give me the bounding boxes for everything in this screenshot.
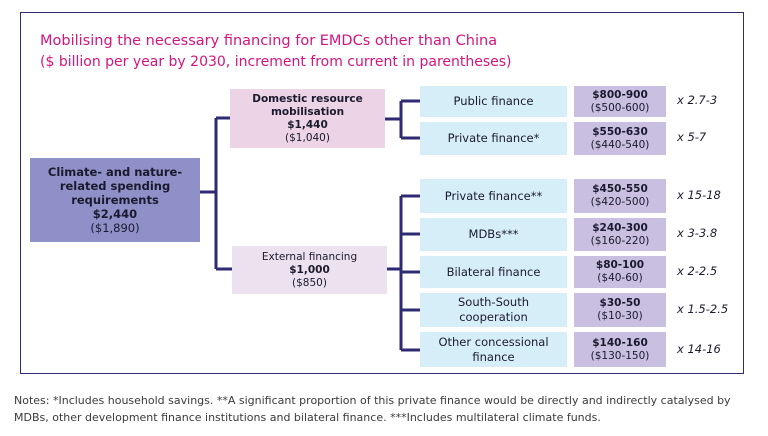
domestic-increment: ($1,040) [285,131,330,144]
domestic-value: $1,440 [287,118,328,131]
external-connector [387,194,420,352]
domestic-name: Domestic resource mobilisation [252,92,363,118]
external-node: External financing $1,000 ($850) [232,246,387,294]
multiplier: x 5-7 [677,130,707,144]
multiplier: x 2.7-3 [677,93,718,107]
value-increment: ($160-220) [590,234,650,247]
value-range: $550-630 [592,125,648,138]
figure-frame [20,12,744,374]
value-increment: ($440-540) [590,138,650,151]
leaf-mdbs: MDBs*** [420,218,567,251]
leaf-south-south-cooperation: South-South cooperation [420,293,567,327]
figure-notes: Notes: *Includes household savings. **A … [14,394,731,424]
figure-subtitle: ($ billion per year by 2030, increment f… [40,54,512,70]
figure-title: Mobilising the necessary financing for E… [40,33,498,49]
value-range: $140-160 [592,336,648,349]
value-increment: ($130-150) [590,349,650,362]
value-range: $800-900 [592,88,648,101]
root-connector [200,116,232,271]
value-south-south-cooperation: $30-50 ($10-30) [574,293,666,327]
multiplier: x 15-18 [677,188,721,202]
multiplier: x 1.5-2.5 [677,302,729,316]
leaf-bilateral-finance: Bilateral finance [420,256,567,288]
root-value: $2,440 [92,207,138,221]
value-range: $80-100 [595,259,645,271]
leaf-private-finance-domestic: Private finance* [420,122,567,155]
leaf-private-finance-external: Private finance** [420,179,567,213]
value-increment: ($40-60) [597,272,643,284]
value-increment: ($420-500) [590,196,650,208]
domestic-connector [385,99,420,140]
value-private-finance-external: $450-550 ($420-500) [574,179,666,213]
value-increment: ($500-600) [590,101,650,114]
root-name: Climate- and nature-related spending req… [47,165,183,207]
value-bilateral-finance: $80-100 ($40-60) [574,256,666,288]
value-public-finance: $800-900 ($500-600) [574,86,666,117]
root-increment: ($1,890) [90,221,140,235]
value-increment: ($10-30) [597,310,643,322]
multiplier: x 2-2.5 [677,264,718,278]
external-name: External financing [261,250,358,263]
leaf-public-finance: Public finance [420,86,567,117]
multiplier: x 3-3.8 [677,226,718,240]
value-mdbs: $240-300 ($160-220) [574,218,666,251]
external-increment: ($850) [292,276,327,289]
value-range: $240-300 [592,221,648,234]
value-other-concessional-finance: $140-160 ($130-150) [574,332,666,367]
external-value: $1,000 [289,263,330,276]
multiplier: x 14-16 [677,342,721,356]
value-range: $450-550 [592,183,648,195]
value-range: $30-50 [599,297,641,309]
value-private-finance-domestic: $550-630 ($440-540) [574,122,666,155]
domestic-node: Domestic resource mobilisation $1,440 ($… [230,89,385,148]
leaf-other-concessional-finance: Other concessional finance [420,332,567,367]
root-node: Climate- and nature-related spending req… [30,158,200,242]
